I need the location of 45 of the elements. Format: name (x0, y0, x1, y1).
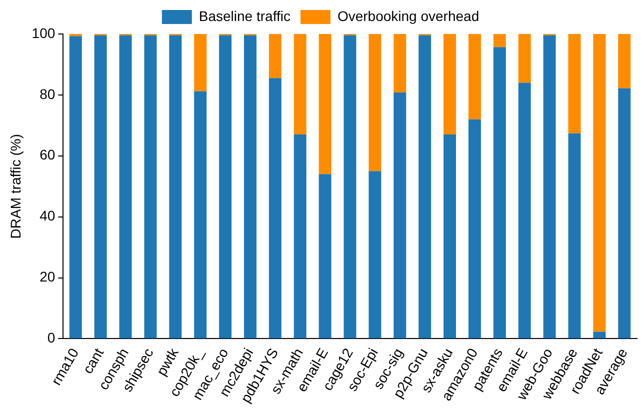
bar (418, 35, 432, 338)
bar (318, 174, 332, 338)
bar (194, 91, 207, 338)
bar (468, 119, 481, 338)
bar (244, 35, 256, 338)
bar (468, 34, 481, 120)
bar (394, 34, 406, 92)
bar (618, 34, 631, 88)
bar (169, 35, 182, 338)
bar (69, 36, 82, 338)
bar (368, 34, 382, 172)
bar (618, 88, 631, 338)
bar (593, 332, 606, 338)
y-axis-title: DRAM traffic (%) (7, 134, 24, 239)
bar (444, 134, 456, 338)
bar (119, 35, 132, 338)
bar (394, 92, 406, 338)
bar (543, 35, 556, 338)
bar (568, 34, 581, 134)
bar (493, 47, 506, 338)
y-tick-label: 0 (47, 330, 56, 346)
legend-label: Baseline traffic (198, 8, 290, 24)
bar (294, 134, 306, 338)
y-tick-label: 80 (40, 86, 56, 102)
bar (194, 34, 207, 92)
y-tick-label: 40 (40, 208, 56, 224)
y-tick-label: 20 (40, 268, 56, 285)
bar (219, 35, 232, 338)
bar (518, 34, 531, 83)
bar (144, 35, 157, 338)
y-tick-label: 60 (40, 146, 56, 163)
bar (368, 171, 382, 338)
bar (94, 35, 107, 338)
bar (318, 34, 332, 174)
bar (268, 78, 282, 338)
bar (344, 35, 356, 338)
y-tick-label: 100 (32, 24, 56, 41)
bar (568, 133, 581, 338)
bar (444, 34, 456, 135)
bar (518, 82, 531, 338)
bar (593, 34, 606, 332)
bar (268, 34, 282, 78)
bar (294, 34, 306, 135)
bar (493, 34, 506, 48)
legend-label: Overbooking overhead (337, 8, 480, 24)
